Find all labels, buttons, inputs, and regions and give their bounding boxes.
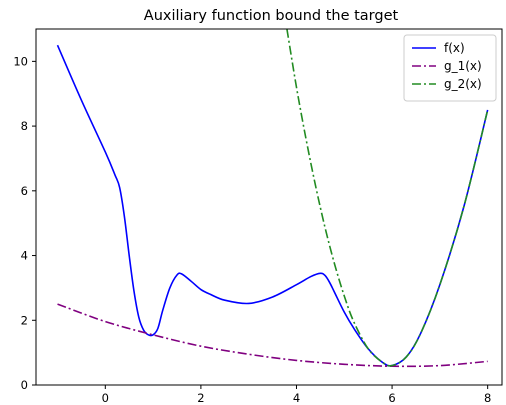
y-tick-label: 2 bbox=[21, 313, 28, 327]
legend-label-3: g_2(x) bbox=[444, 77, 482, 91]
chart-title: Auxiliary function bound the target bbox=[144, 8, 399, 24]
series-line-3 bbox=[286, 29, 489, 367]
y-tick-label: 10 bbox=[13, 54, 28, 68]
series-line-1 bbox=[56, 44, 489, 367]
series-layer bbox=[56, 29, 489, 368]
x-tick-label: 0 bbox=[102, 391, 109, 405]
axes-layer: 0 2 4 6 8 0 2 4 6 8 10 bbox=[13, 28, 503, 405]
legend-box bbox=[403, 34, 497, 102]
x-tick-label: 4 bbox=[293, 391, 300, 405]
y-tick-label: 0 bbox=[21, 378, 28, 392]
y-tick-label: 4 bbox=[21, 249, 28, 263]
series-line-2 bbox=[57, 303, 488, 368]
y-tick-label: 6 bbox=[21, 184, 28, 198]
legend-label-1: f(x) bbox=[444, 41, 465, 55]
axes-frame bbox=[35, 28, 503, 386]
x-tick-label: 8 bbox=[484, 391, 491, 405]
x-tick-label: 2 bbox=[197, 391, 204, 405]
legend-label-2: g_1(x) bbox=[444, 59, 482, 73]
legend: f(x) g_1(x) g_2(x) bbox=[403, 34, 497, 102]
x-tick-label: 6 bbox=[388, 391, 395, 405]
y-tick-label: 8 bbox=[21, 119, 28, 133]
